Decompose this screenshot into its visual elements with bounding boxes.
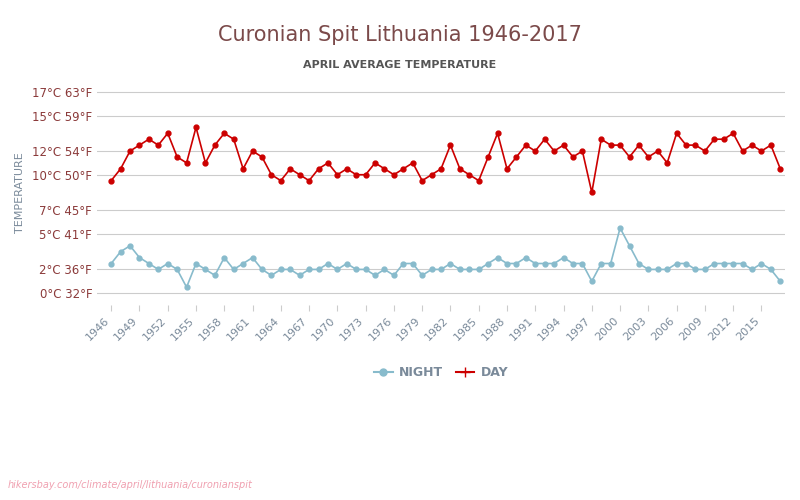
Text: hikersbay.com/climate/april/lithuania/curonianspit: hikersbay.com/climate/april/lithuania/cu… [8, 480, 253, 490]
Legend: NIGHT, DAY: NIGHT, DAY [369, 361, 513, 384]
Y-axis label: TEMPERATURE: TEMPERATURE [15, 152, 25, 233]
Text: APRIL AVERAGE TEMPERATURE: APRIL AVERAGE TEMPERATURE [303, 60, 497, 70]
Text: Curonian Spit Lithuania 1946-2017: Curonian Spit Lithuania 1946-2017 [218, 25, 582, 45]
